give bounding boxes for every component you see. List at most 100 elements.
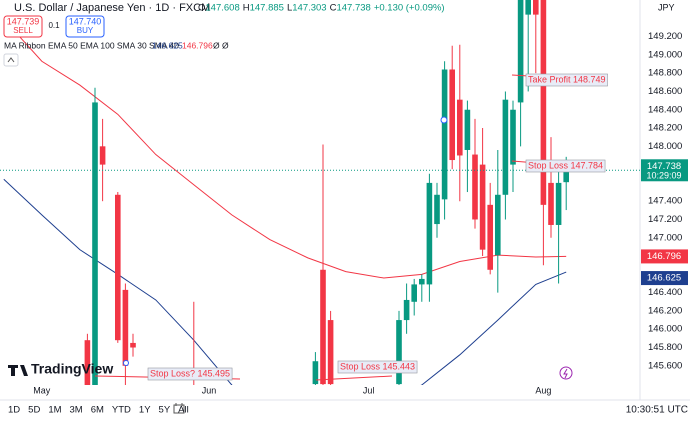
indicator-flags: Ø Ø xyxy=(213,40,229,50)
candle-body xyxy=(419,278,425,285)
annotation: Take Profit 148.749 xyxy=(528,74,606,84)
candle-body xyxy=(434,194,440,225)
logo: TradingView xyxy=(31,361,113,377)
candle-body xyxy=(115,194,121,341)
timeframe-button[interactable]: 1M xyxy=(48,405,61,416)
candle-body xyxy=(396,320,402,385)
countdown: 10:29:09 xyxy=(646,171,681,181)
annotation-box xyxy=(525,73,608,87)
event-marker xyxy=(440,116,448,124)
candle-body xyxy=(426,182,433,285)
symbol-title: U.S. Dollar / Japanese Yen · 1D · FXCM xyxy=(14,2,210,14)
annotation: Stop Loss? 145.495 xyxy=(150,368,230,378)
candle-body xyxy=(510,109,516,165)
timeframe-button[interactable]: YTD xyxy=(112,405,131,416)
candle-body xyxy=(441,69,448,200)
timeframe-button[interactable]: 5D xyxy=(28,405,40,416)
candle-body xyxy=(312,361,319,385)
last-price-label: 147.738 xyxy=(647,161,681,172)
clock: 10:30:51 UTC xyxy=(626,405,688,416)
y-tick-label: 148.800 xyxy=(648,68,682,79)
y-tick-label: 149.000 xyxy=(648,49,682,60)
indicator-price-label: 146.796 xyxy=(647,251,681,262)
y-tick-label: 147.000 xyxy=(648,232,682,243)
sell-button[interactable] xyxy=(3,15,43,38)
candle-body xyxy=(457,99,463,156)
plot-area xyxy=(0,0,640,385)
timeframe-button[interactable]: 6M xyxy=(91,405,104,416)
candle-body xyxy=(502,99,509,195)
candle-body xyxy=(320,269,326,385)
y-tick-label: 146.400 xyxy=(648,287,682,298)
y-tick-label: 147.400 xyxy=(648,196,682,207)
timeframe-button[interactable]: 3M xyxy=(70,405,83,416)
ohlc-value: 147.303 xyxy=(292,3,326,14)
y-tick-label: 148.200 xyxy=(648,123,682,134)
date-range-button[interactable] xyxy=(173,403,185,414)
timeframe-button[interactable]: 1D xyxy=(8,405,20,416)
candle-body xyxy=(487,204,493,270)
y-tick-label: 147.200 xyxy=(648,214,682,225)
ohlc-letter: C xyxy=(330,3,337,14)
candle-body xyxy=(517,0,524,103)
spread: 0.1 xyxy=(48,21,60,30)
y-tick-label: 148.600 xyxy=(648,86,682,97)
buy-label: BUY xyxy=(77,26,94,35)
candle-body xyxy=(449,69,455,161)
y-tick-label: 146.200 xyxy=(648,305,682,316)
candle-body xyxy=(99,146,106,165)
indicator-value: 146.625 xyxy=(152,40,183,50)
y-tick-label: 145.600 xyxy=(648,360,682,371)
candle-body xyxy=(464,109,471,150)
sell-label: SELL xyxy=(13,26,33,35)
news-marker[interactable] xyxy=(559,366,573,380)
candle-body xyxy=(472,154,478,220)
candle-body xyxy=(563,170,569,183)
candle-body xyxy=(555,182,562,225)
currency: JPY xyxy=(658,2,675,12)
timeframe-button[interactable]: 5Y xyxy=(159,405,171,416)
candle-body xyxy=(327,320,334,385)
candle-body xyxy=(533,0,539,15)
y-tick-label: 145.800 xyxy=(648,342,682,353)
sell-price: 147.739 xyxy=(7,16,40,26)
x-tick-label: Jun xyxy=(202,385,217,395)
timeframe-button[interactable]: All xyxy=(178,405,189,416)
news-icon xyxy=(563,368,568,379)
ohlc-readout: O 147.608 H 147.885 L 147.303 C 147.738 +0.130 (… xyxy=(198,3,445,14)
ohlc-value: 147.885 xyxy=(250,3,284,14)
annotation-box xyxy=(525,159,606,173)
candle-body xyxy=(403,299,410,321)
indicator-price-label: 146.625 xyxy=(647,273,681,284)
candle-body xyxy=(84,340,91,385)
y-tick-label: 148.400 xyxy=(648,104,682,115)
y-tick-label: 148.000 xyxy=(648,141,682,152)
annotation-box xyxy=(147,367,233,381)
change: +0.130 (+0.09%) xyxy=(374,3,445,14)
x-tick-label: May xyxy=(33,385,51,395)
annotation-box xyxy=(337,360,418,374)
collapse-button[interactable] xyxy=(3,53,19,67)
candle-body xyxy=(525,0,531,15)
candle-body xyxy=(540,0,547,205)
buy-button[interactable] xyxy=(65,15,105,38)
logo-icon xyxy=(8,365,28,376)
ohlc-letter: L xyxy=(287,3,292,14)
candle-body xyxy=(495,194,501,256)
timeframe-button[interactable]: 1Y xyxy=(139,405,151,416)
candle-body xyxy=(130,342,136,348)
y-tick-label: 146.000 xyxy=(648,324,682,335)
ohlc-letter: H xyxy=(243,3,250,14)
annotation: Stop Loss 147.784 xyxy=(528,160,603,170)
candle-body xyxy=(411,284,417,302)
annotation: Stop Loss 145.443 xyxy=(340,361,415,371)
annotation-line xyxy=(315,375,393,381)
x-tick-label: Aug xyxy=(535,385,551,395)
ohlc-value: 147.608 xyxy=(205,3,239,14)
indicator-value: 146.796 xyxy=(182,40,213,50)
last-price-label-box xyxy=(641,159,688,182)
candle-body xyxy=(548,182,554,225)
indicator-price-label-box xyxy=(641,249,688,264)
